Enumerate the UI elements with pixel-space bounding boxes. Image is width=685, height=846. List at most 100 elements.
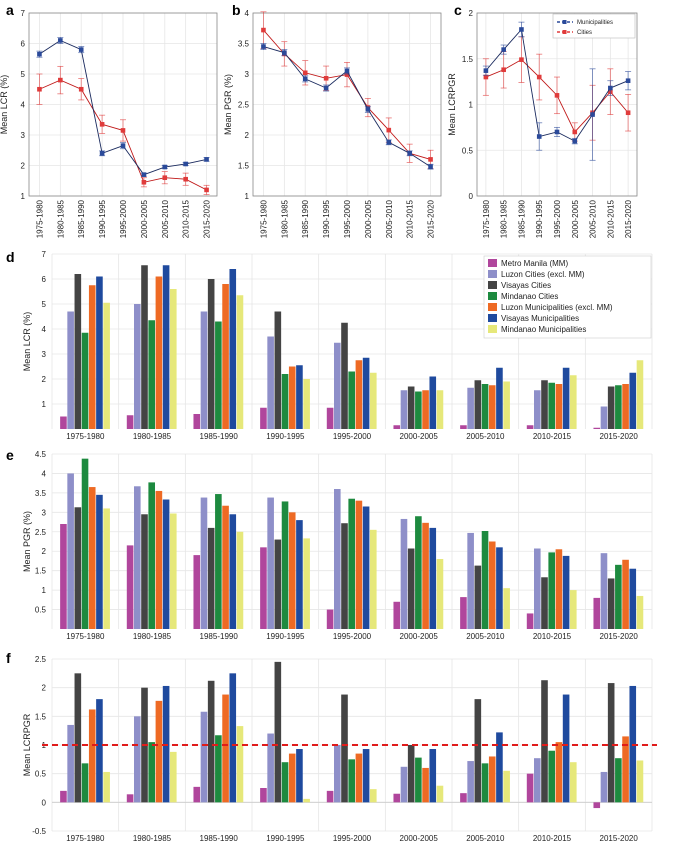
legend-swatch: [488, 259, 497, 267]
data-point: [323, 75, 329, 81]
panel-e: 0.5 1 1.5 2 2.5 3 3.5 4 4.5 1975-1980 1980-1985 198…: [22, 450, 653, 641]
bar: [215, 735, 222, 803]
bar: [60, 524, 67, 629]
series-0: [60, 773, 601, 809]
y-tick-label: 4.5: [35, 450, 47, 459]
data-point: [344, 68, 350, 74]
y-tick-label: 2: [21, 162, 26, 171]
bar: [193, 555, 201, 629]
bar: [148, 320, 155, 429]
y-tick-label: 2: [42, 375, 47, 384]
y-tick-label: 1: [469, 101, 474, 110]
x-tick-label: 1995-2000: [333, 432, 372, 441]
data-point: [501, 47, 506, 52]
x-tick-label: 2000-2005: [364, 199, 373, 238]
y-tick-label: 2: [245, 131, 250, 140]
bar: [436, 390, 444, 429]
y-tick-label: 5: [21, 70, 26, 79]
y-tick-label: 1.5: [238, 162, 250, 171]
series-1: [67, 711, 608, 803]
data-point: [261, 44, 266, 49]
panel-label-b: b: [232, 2, 241, 18]
bar: [562, 555, 570, 629]
bar: [393, 601, 401, 629]
data-point: [120, 143, 126, 148]
bar: [503, 588, 510, 629]
x-tick-label: 1975-1980: [482, 199, 491, 238]
bar: [96, 494, 103, 629]
bar: [200, 711, 208, 803]
panel-f: -0.500.511.522.51975-19801980-19851985-1…: [22, 655, 657, 843]
bar: [534, 548, 541, 629]
bar: [229, 269, 237, 429]
bar: [362, 506, 370, 629]
x-tick-label: 1995-2000: [333, 632, 372, 641]
bar: [400, 766, 408, 803]
legend-swatch: [488, 292, 497, 300]
y-tick-label: 4: [245, 9, 250, 18]
legend-label: Luzon Municipalities (excl. MM): [501, 303, 613, 312]
bar: [193, 414, 201, 429]
series-1: [67, 304, 608, 429]
y-axis-label: Mean PGR (%): [22, 511, 32, 572]
y-tick-label: -0.5: [32, 827, 46, 836]
bar: [467, 387, 474, 429]
x-tick-label: 2010-2015: [406, 199, 415, 238]
bar: [622, 384, 629, 429]
bar: [407, 386, 415, 429]
bar: [281, 762, 289, 803]
y-tick-label: 1: [21, 192, 26, 201]
series-2: [74, 507, 615, 629]
x-tick-label: 1985-1990: [200, 432, 239, 441]
bar: [326, 790, 334, 803]
bar: [488, 756, 496, 803]
bar: [422, 390, 429, 429]
bar: [555, 742, 563, 803]
bar: [541, 380, 548, 429]
data-point: [302, 76, 308, 82]
bar: [460, 597, 467, 629]
x-tick-label: 2010-2015: [533, 432, 572, 441]
y-tick-label: 7: [42, 250, 47, 259]
bar: [274, 661, 282, 803]
bar: [141, 514, 148, 629]
x-tick-label: 1995-2000: [553, 199, 562, 238]
x-tick-label: 2015-2020: [624, 199, 633, 238]
bar: [541, 577, 548, 629]
series-2: [74, 265, 615, 429]
bar: [200, 497, 208, 629]
bar: [460, 793, 467, 803]
bar: [267, 336, 274, 429]
bar: [296, 520, 303, 629]
legend-marker: [562, 20, 567, 24]
bar: [74, 673, 82, 803]
bar: [303, 538, 310, 629]
data-point: [386, 140, 392, 145]
data-point: [483, 68, 489, 73]
bar: [355, 360, 363, 429]
bar: [555, 384, 563, 429]
y-tick-label: 2: [42, 547, 47, 556]
y-tick-label: 3.5: [35, 489, 47, 498]
panel-label-c: c: [454, 2, 462, 18]
y-tick-label: 4: [42, 325, 47, 334]
bar: [526, 773, 534, 803]
bar: [126, 415, 134, 429]
legend-label: Visayas Municipalities: [501, 314, 579, 323]
x-tick-label: 2010-2015: [533, 834, 572, 843]
legend-swatch: [488, 325, 497, 333]
bar: [222, 284, 229, 429]
x-tick-label: 1985-1990: [517, 199, 526, 238]
bar: [60, 416, 67, 429]
bar: [600, 406, 608, 429]
bar: [355, 753, 363, 803]
x-tick-label: 2005-2010: [161, 199, 170, 238]
legend-marker: [562, 30, 567, 34]
legend-label: Municipalities: [577, 20, 613, 26]
series-2: [74, 661, 615, 803]
y-tick-label: 6: [42, 275, 47, 284]
y-axis-label: Mean LCRPGR: [22, 713, 32, 776]
y-tick-label: 3.5: [238, 40, 250, 49]
bar: [288, 366, 296, 429]
bar: [474, 380, 482, 429]
